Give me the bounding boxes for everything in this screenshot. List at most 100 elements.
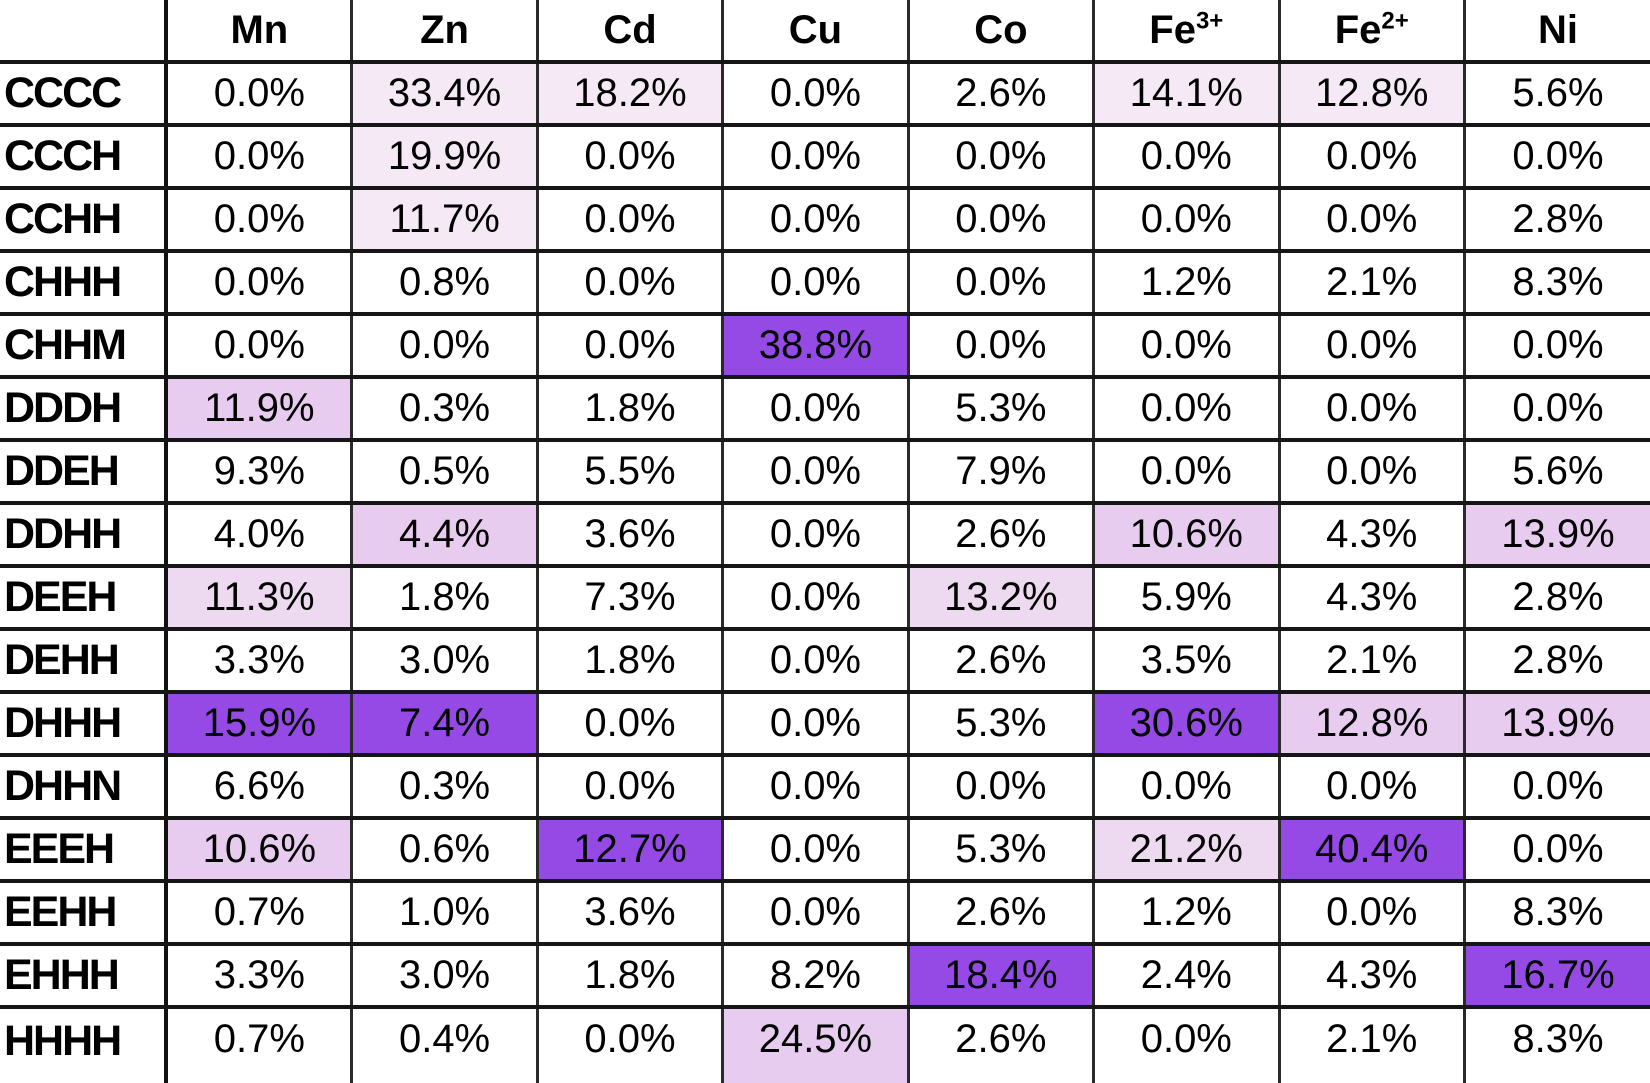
data-cell: 2.8%: [1464, 629, 1650, 694]
row-label: CCHH: [0, 188, 169, 253]
data-cell: 15.9%: [166, 692, 354, 757]
data-cell: 0.0%: [166, 188, 354, 253]
row-label: DDDH: [0, 377, 169, 442]
data-cell: 4.3%: [1279, 944, 1466, 1009]
data-cell: 0.0%: [722, 62, 910, 127]
data-cell: 4.3%: [1279, 566, 1466, 631]
data-cell: 24.5%: [722, 1007, 910, 1083]
data-cell: 13.9%: [1464, 503, 1650, 568]
data-cell: 1.8%: [537, 944, 725, 1009]
row-label: HHHH: [0, 1007, 169, 1083]
row-label: CHHM: [0, 314, 169, 379]
data-cell: 5.3%: [908, 692, 1096, 757]
column-header-superscript: 2+: [1381, 7, 1409, 35]
data-cell: 8.3%: [1464, 881, 1650, 946]
data-cell: 0.0%: [722, 881, 910, 946]
data-cell: 3.3%: [166, 629, 354, 694]
data-cell: 13.9%: [1464, 692, 1650, 757]
data-cell: 2.8%: [1464, 566, 1650, 631]
table-row: EHHH 3.3% 3.0% 1.8% 8.2% 18.4% 2.4% 4.3% 16.7%: [0, 944, 1650, 1009]
data-cell: 3.3%: [166, 944, 354, 1009]
data-cell: 3.6%: [537, 503, 725, 568]
row-label: DHHH: [0, 692, 169, 757]
data-cell: 5.3%: [908, 377, 1096, 442]
data-cell: 4.3%: [1279, 503, 1466, 568]
data-cell: 0.0%: [1279, 440, 1466, 505]
column-header-superscript: 3+: [1195, 7, 1224, 35]
table-row: EEHH 0.7% 1.0% 3.6% 0.0% 2.6% 1.2% 0.0% 8.3%: [0, 881, 1650, 946]
data-cell: 2.6%: [908, 881, 1096, 946]
table-row: CHHM 0.0% 0.0% 0.0% 38.8% 0.0% 0.0% 0.0% 0.0%: [0, 314, 1650, 379]
data-cell: 40.4%: [1279, 818, 1466, 883]
data-cell: 14.1%: [1093, 62, 1281, 127]
data-cell: 0.0%: [908, 251, 1096, 316]
data-cell: 0.3%: [351, 755, 539, 820]
data-cell: 0.0%: [908, 125, 1096, 190]
data-cell: 0.7%: [166, 1007, 354, 1083]
data-cell: 0.0%: [1464, 125, 1650, 190]
table-row: DHHH 15.9% 7.4% 0.0% 0.0% 5.3% 30.6% 12.8% 13.9%: [0, 692, 1650, 757]
data-cell: 3.5%: [1093, 629, 1281, 694]
data-cell: 1.8%: [537, 629, 725, 694]
data-cell: 5.3%: [908, 818, 1096, 883]
heatmap-body: CCCC 0.0% 33.4% 18.2% 0.0% 2.6% 14.1% 12.8% 5.6%…: [0, 62, 1650, 1083]
data-cell: 0.0%: [722, 692, 910, 757]
row-label: DEEH: [0, 566, 169, 631]
data-cell: 0.5%: [351, 440, 539, 505]
table-row: CCHH 0.0% 11.7% 0.0% 0.0% 0.0% 0.0% 0.0% 2.8%: [0, 188, 1650, 253]
data-cell: 0.4%: [351, 1007, 539, 1083]
data-cell: 16.7%: [1464, 944, 1650, 1009]
data-cell: 1.0%: [351, 881, 539, 946]
data-cell: 11.3%: [166, 566, 354, 631]
data-cell: 0.0%: [722, 251, 910, 316]
data-cell: 2.6%: [908, 503, 1096, 568]
data-cell: 0.0%: [537, 755, 725, 820]
data-cell: 2.1%: [1279, 1007, 1466, 1083]
data-cell: 12.8%: [1279, 692, 1466, 757]
table-row: DDDH 11.9% 0.3% 1.8% 0.0% 5.3% 0.0% 0.0% 0.0%: [0, 377, 1650, 442]
table-row: EEEH 10.6% 0.6% 12.7% 0.0% 5.3% 21.2% 40.4% 0.0%: [0, 818, 1650, 883]
data-cell: 1.8%: [537, 377, 725, 442]
data-cell: 0.0%: [1279, 881, 1466, 946]
data-cell: 3.0%: [351, 944, 539, 1009]
data-cell: 7.3%: [537, 566, 725, 631]
header-row: Mn Zn Cd Cu Co Fe3+ Fe2+ Ni: [0, 0, 1650, 64]
data-cell: 0.0%: [1093, 755, 1281, 820]
data-cell: 0.0%: [1279, 125, 1466, 190]
data-cell: 0.6%: [351, 818, 539, 883]
table-row: CCCC 0.0% 33.4% 18.2% 0.0% 2.6% 14.1% 12.8% 5.6%: [0, 62, 1650, 127]
data-cell: 10.6%: [166, 818, 354, 883]
data-cell: 0.0%: [537, 125, 725, 190]
column-header: Ni: [1464, 0, 1650, 64]
data-cell: 0.0%: [1279, 314, 1466, 379]
data-cell: 1.2%: [1093, 251, 1281, 316]
data-cell: 33.4%: [351, 62, 539, 127]
data-cell: 10.6%: [1093, 503, 1281, 568]
data-cell: 11.9%: [166, 377, 354, 442]
data-cell: 2.1%: [1279, 251, 1466, 316]
data-cell: 0.0%: [1093, 1007, 1281, 1083]
data-cell: 8.3%: [1512, 1017, 1604, 1061]
data-cell: 0.0%: [1279, 755, 1466, 820]
data-cell: 38.8%: [722, 314, 910, 379]
table-row: DHHN 6.6% 0.3% 0.0% 0.0% 0.0% 0.0% 0.0% 0.0%: [0, 755, 1650, 820]
data-cell: 0.0%: [908, 755, 1096, 820]
data-cell: 4.4%: [351, 503, 539, 568]
column-header: Cu: [722, 0, 910, 64]
data-cell: 0.0%: [537, 692, 725, 757]
data-cell: 7.4%: [351, 692, 539, 757]
data-cell: 0.0%: [1464, 818, 1650, 883]
data-cell: 0.8%: [351, 251, 539, 316]
data-cell: 0.0%: [166, 251, 354, 316]
data-cell: 0.0%: [722, 566, 910, 631]
data-cell: 6.6%: [166, 755, 354, 820]
data-cell: 0.7%: [166, 881, 354, 946]
data-cell: 0.0%: [537, 188, 725, 253]
data-cell: 19.9%: [351, 125, 539, 190]
data-cell: 0.0%: [166, 314, 354, 379]
data-cell: 0.0%: [1093, 314, 1281, 379]
data-cell: 0.3%: [351, 377, 539, 442]
data-cell: 0.0%: [722, 377, 910, 442]
row-label: DDEH: [0, 440, 169, 505]
data-cell: 3.0%: [351, 629, 539, 694]
